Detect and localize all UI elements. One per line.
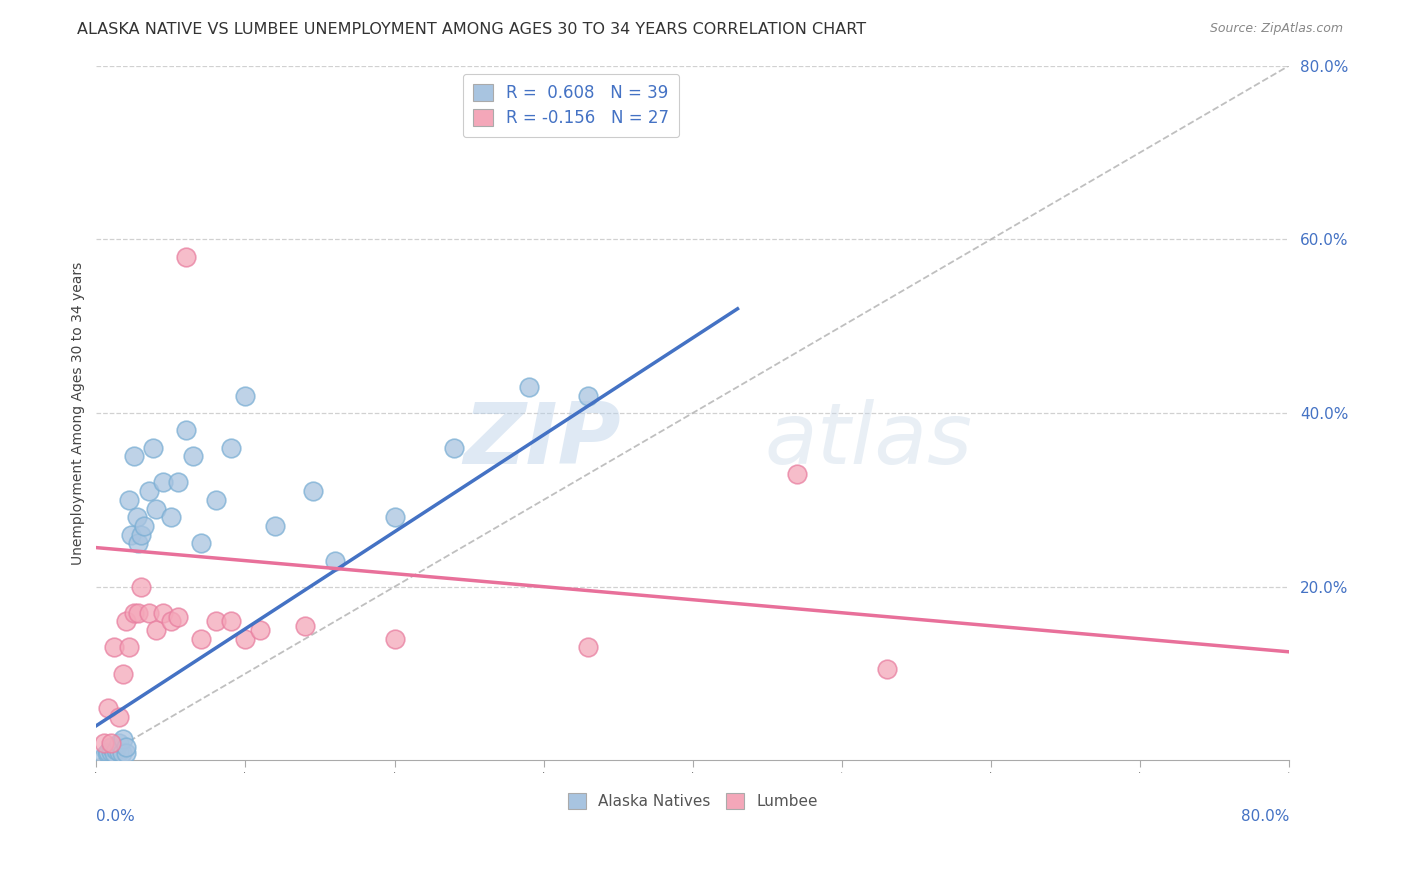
Point [118,640,141,655]
Point [160,510,183,524]
Point [107,736,129,750]
Point [786,467,808,481]
Point [93,736,115,750]
Point [384,510,406,524]
Point [122,450,145,464]
Point [181,450,204,464]
Point [174,423,197,437]
Point [145,623,167,637]
Point [115,615,138,629]
Point [107,745,129,759]
Point [190,632,212,646]
Point [576,389,599,403]
Point [107,710,129,724]
Point [443,441,465,455]
Point [129,527,152,541]
Point [115,740,138,755]
Point [219,441,242,455]
Text: ZIP: ZIP [464,400,621,483]
Point [235,632,257,646]
Point [112,731,135,746]
Point [132,519,155,533]
Point [118,492,141,507]
Point [190,536,212,550]
Point [93,749,115,764]
Point [167,475,190,490]
Point [152,475,174,490]
Point [97,701,120,715]
Point [160,615,183,629]
Point [876,662,898,676]
Point [204,492,226,507]
Point [167,610,190,624]
Point [104,743,127,757]
Point [100,745,122,759]
Legend: Alaska Natives, Lumbee: Alaska Natives, Lumbee [561,787,824,815]
Point [103,640,125,655]
Point [174,250,197,264]
Point [142,441,165,455]
Point [115,747,138,761]
Point [120,527,142,541]
Y-axis label: Unemployment Among Ages 30 to 34 years: Unemployment Among Ages 30 to 34 years [72,261,86,565]
Text: atlas: atlas [765,400,973,483]
Point [294,619,316,633]
Point [152,606,174,620]
Point [96,747,118,761]
Point [103,747,125,761]
Point [100,736,122,750]
Point [97,745,120,759]
Point [235,389,257,403]
Point [100,740,122,755]
Point [517,380,540,394]
Point [112,666,135,681]
Text: 0.0%: 0.0% [97,809,135,824]
Point [219,615,242,629]
Point [122,606,145,620]
Point [138,606,160,620]
Point [384,632,406,646]
Text: 80.0%: 80.0% [1241,809,1289,824]
Point [129,580,152,594]
Point [264,519,287,533]
Point [138,484,160,499]
Point [576,640,599,655]
Text: ALASKA NATIVE VS LUMBEE UNEMPLOYMENT AMONG AGES 30 TO 34 YEARS CORRELATION CHART: ALASKA NATIVE VS LUMBEE UNEMPLOYMENT AMO… [77,22,866,37]
Point [127,536,149,550]
Text: Source: ZipAtlas.com: Source: ZipAtlas.com [1209,22,1343,36]
Point [145,501,167,516]
Point [204,615,226,629]
Point [125,510,148,524]
Point [301,484,323,499]
Point [127,606,149,620]
Point [111,747,134,761]
Point [323,554,346,568]
Point [249,623,271,637]
